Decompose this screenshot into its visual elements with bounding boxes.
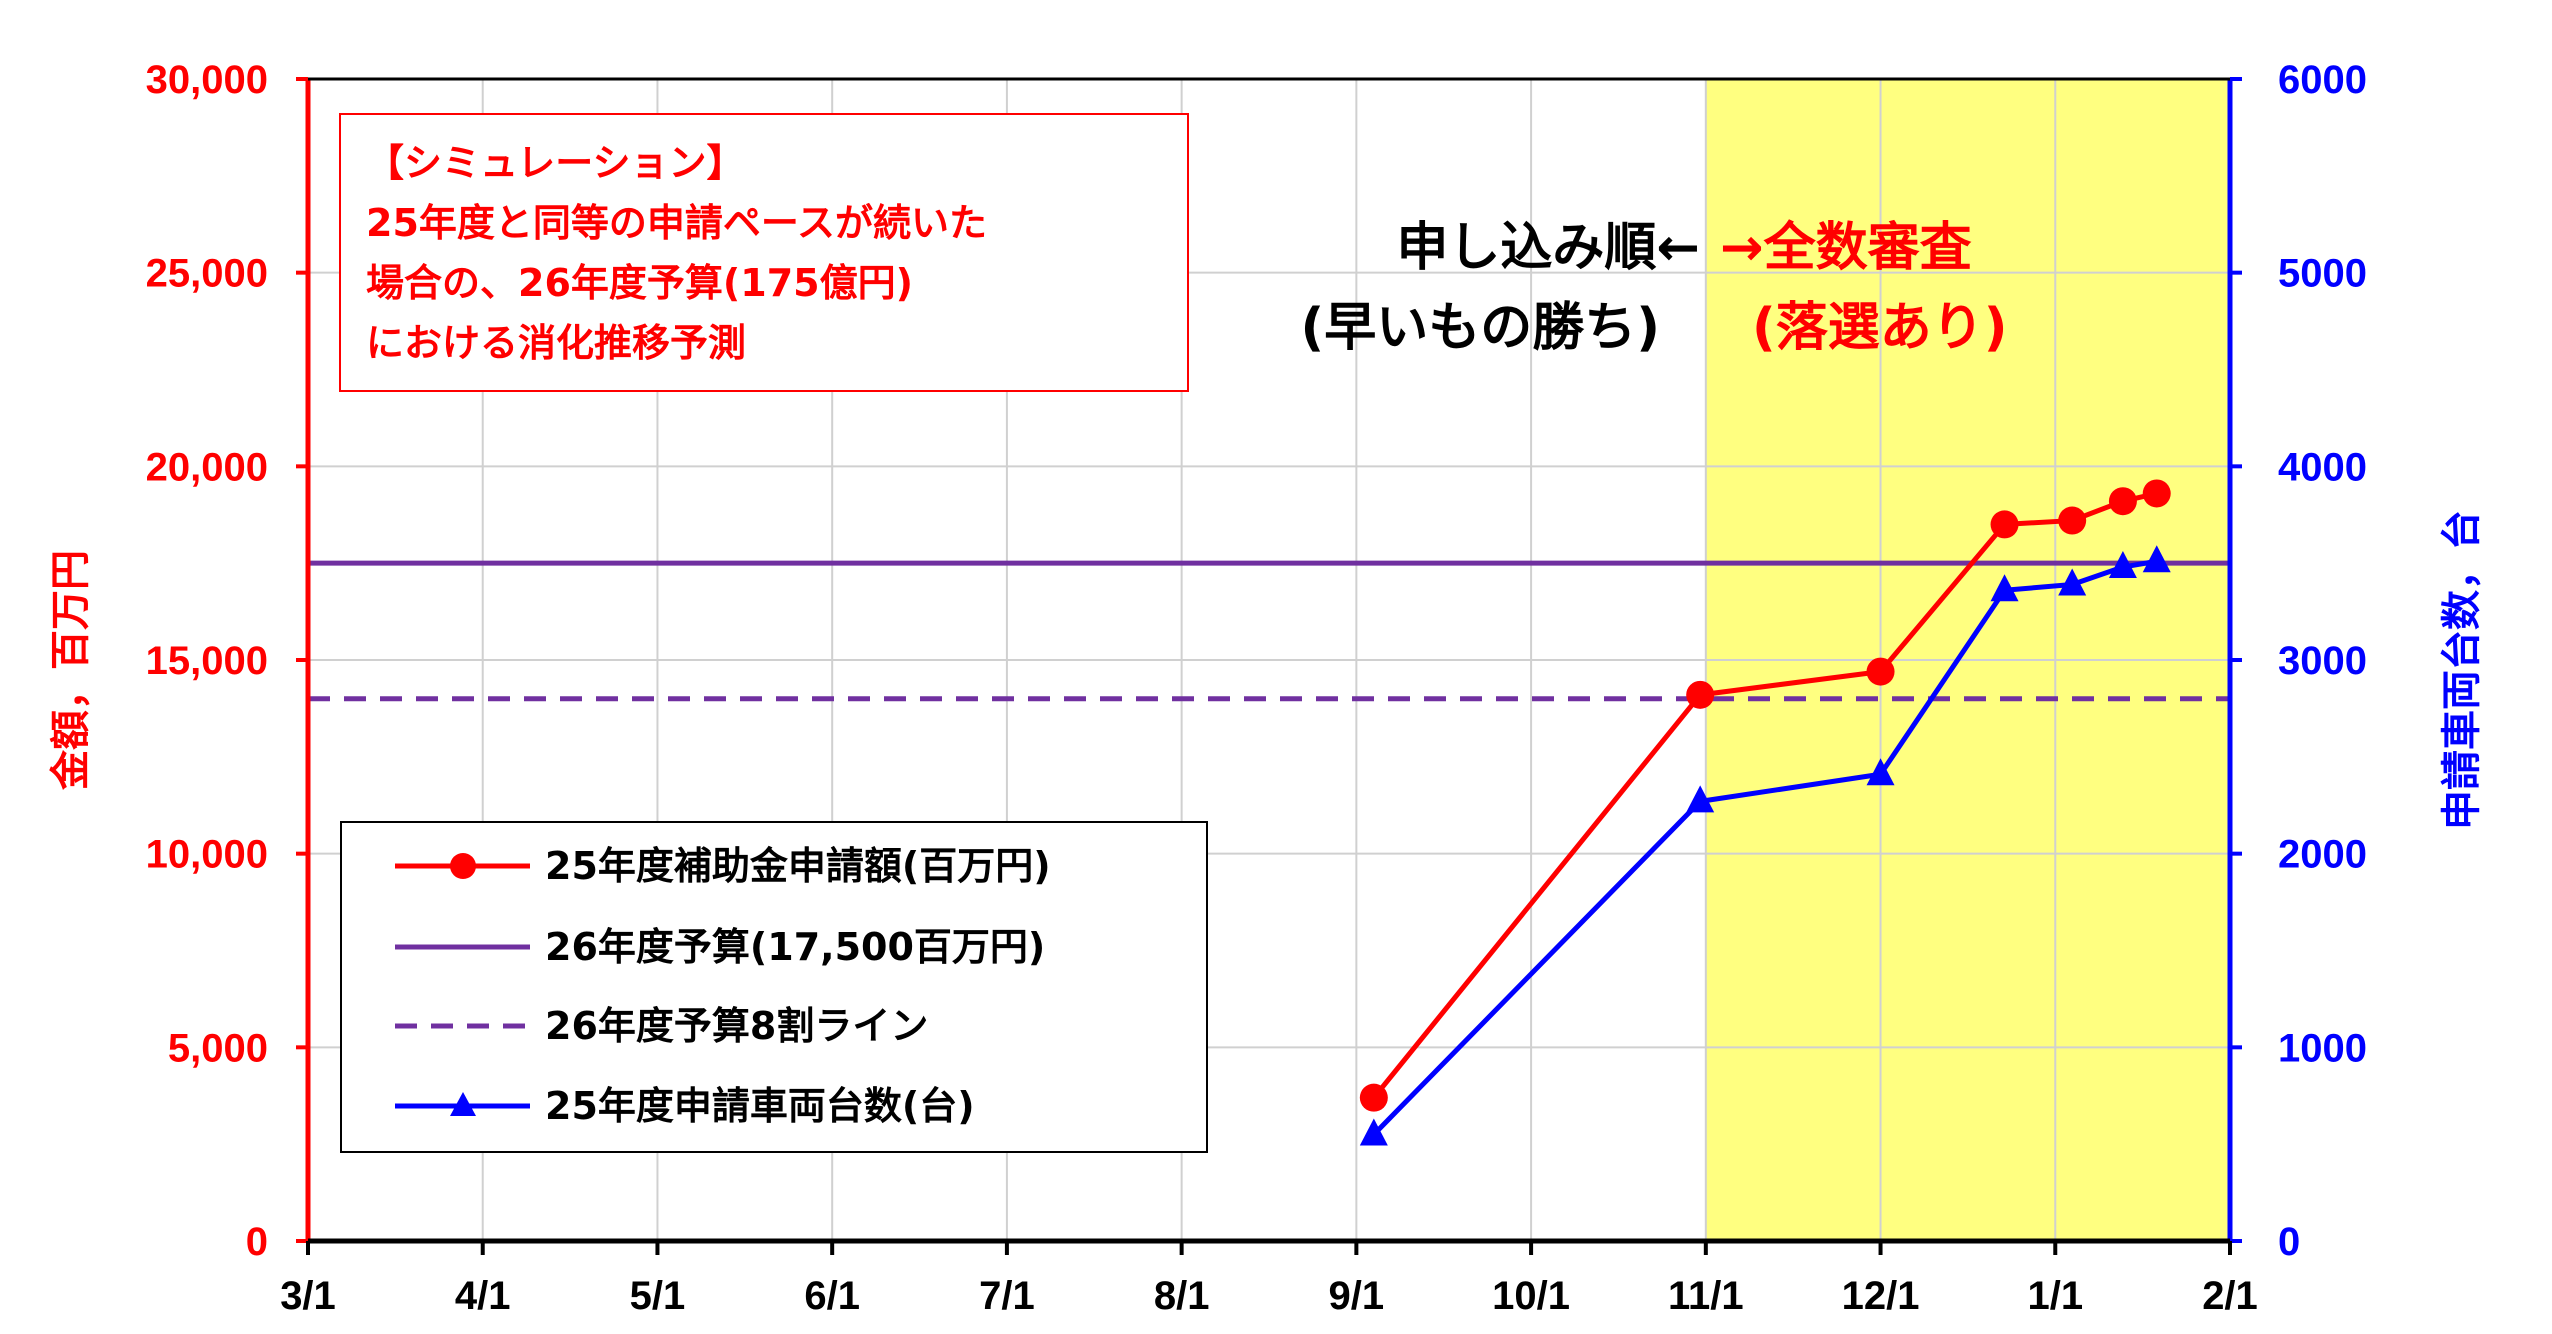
legend-item-budget-80: 26年度予算8割ライン (395, 1004, 928, 1048)
data-point (1359, 1118, 1388, 1146)
legend-label-budget-80: 26年度予算8割ライン (545, 1004, 928, 1048)
simulation-line-1: 【シミュレーション】 (366, 141, 744, 185)
x-tick-label: 2/1 (2202, 1274, 2258, 1318)
series-application-amount (1359, 479, 2171, 1112)
data-point (2142, 545, 2171, 573)
legend-item-vehicles: 25年度申請車両台数(台) (395, 1084, 975, 1128)
right-tick-label: 5000 (2278, 252, 2367, 296)
simulation-line-3: 場合の、26年度予算(175億円) (366, 261, 913, 305)
legend-item-budget: 26年度予算(17,500百万円) (395, 925, 1045, 969)
left-tick-label: 25,000 (146, 252, 268, 296)
x-tick-label: 5/1 (630, 1274, 686, 1318)
right-tick-label: 4000 (2278, 445, 2367, 489)
x-tick-label: 4/1 (455, 1274, 511, 1318)
right-tick-label: 6000 (2278, 58, 2367, 102)
simulation-line-2: 25年度と同等の申請ペースが続いた (366, 201, 987, 245)
x-tick-label: 1/1 (2027, 1274, 2083, 1318)
data-point (1359, 1083, 1388, 1112)
budget-lines (308, 560, 2230, 702)
legend-label-budget: 26年度予算(17,500百万円) (545, 925, 1045, 969)
x-tick-label: 3/1 (280, 1274, 336, 1318)
data-point (2058, 506, 2087, 535)
x-tick-label: 9/1 (1329, 1274, 1385, 1318)
data-point (2142, 479, 2171, 508)
x-tick-label: 10/1 (1492, 1274, 1570, 1318)
left-tick-label: 15,000 (146, 639, 268, 683)
first-come-note: (早いもの勝ち) (1300, 298, 1660, 358)
x-tick-label: 8/1 (1154, 1274, 1210, 1318)
right-tick-label: 2000 (2278, 833, 2367, 877)
x-tick-label: 11/1 (1668, 1274, 1744, 1318)
legend: 25年度補助金申請額(百万円) 26年度予算(17,500百万円) 26年度予算… (340, 821, 1208, 1153)
data-point (1990, 510, 2019, 539)
left-tick-labels: 0 5,000 10,000 15,000 20,000 25,000 30,000 (146, 58, 308, 1264)
data-point (2108, 487, 2137, 516)
data-point (1686, 680, 1715, 709)
data-point (1990, 574, 2019, 602)
right-axis-title: 申請車両台数，台 (2439, 510, 2485, 830)
full-review-note: (落選あり) (1752, 298, 2008, 358)
legend-label-vehicles: 25年度申請車両台数(台) (545, 1084, 975, 1128)
simulation-line-4: における消化推移予測 (366, 321, 746, 365)
x-tick-label: 7/1 (979, 1274, 1035, 1318)
series-layer (1359, 479, 2171, 1146)
data-point (2108, 551, 2137, 579)
left-tick-label: 20,000 (146, 445, 268, 489)
data-point (1866, 758, 1895, 786)
data-point (1686, 785, 1715, 813)
x-tick-label: 6/1 (804, 1274, 860, 1318)
legend-label-application-amount: 25年度補助金申請額(百万円) (545, 844, 1051, 888)
right-tick-label: 0 (2278, 1220, 2300, 1264)
right-tick-label: 1000 (2278, 1026, 2367, 1070)
left-tick-label: 0 (246, 1220, 268, 1264)
first-come-label: 申し込み順← (1396, 218, 1700, 278)
simulation-box: 【シミュレーション】 25年度と同等の申請ペースが続いた 場合の、26年度予算(… (339, 113, 1189, 392)
left-axis-title: 金額，百万円 (48, 550, 94, 791)
x-tick-labels: 3/1 4/1 5/1 6/1 7/1 8/1 9/1 10/1 11/1 12/1 1/1 2/1 (280, 1241, 2258, 1318)
series-vehicle-count (1359, 545, 2171, 1146)
left-tick-label: 10,000 (146, 833, 268, 877)
data-point (2058, 568, 2087, 596)
left-tick-label: 30,000 (146, 58, 268, 102)
right-tick-label: 3000 (2278, 639, 2367, 683)
data-point (1866, 657, 1895, 686)
legend-item-application-amount: 25年度補助金申請額(百万円) (395, 844, 1051, 888)
right-tick-labels: 0 1000 2000 3000 4000 5000 6000 (2230, 58, 2367, 1264)
x-tick-label: 12/1 (1842, 1274, 1920, 1318)
left-tick-label: 5,000 (168, 1026, 268, 1070)
full-review-label: →全数審査 (1720, 218, 1972, 278)
